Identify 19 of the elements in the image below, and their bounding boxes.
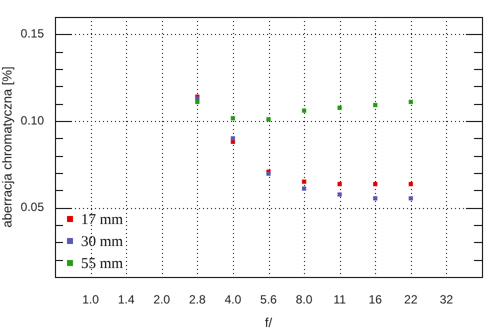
legend-label: 55 mm — [81, 256, 124, 272]
legend-label: 30 mm — [81, 234, 124, 250]
y-tick-label: 0.05 — [20, 200, 44, 214]
x-tick-label: 2.0 — [153, 292, 170, 307]
x-tick-label: 1.4 — [118, 292, 135, 307]
x-tick-label: 22 — [404, 292, 418, 307]
x-tick-label: 1.0 — [82, 292, 100, 307]
y-tick-label: 0.10 — [20, 113, 44, 128]
x-tick-label: 5.6 — [260, 292, 278, 307]
x-tick-label: 4.0 — [224, 292, 242, 307]
legend-label: 17 mm — [81, 212, 124, 228]
x-tick-label: 32 — [440, 292, 454, 307]
x-axis-title: f/ — [264, 314, 272, 330]
x-tick-label: 16 — [368, 292, 382, 307]
x-tick-label: 8.0 — [296, 292, 313, 307]
y-tick-label: 0.15 — [20, 26, 44, 41]
y-axis-title: aberracja chromatyczna [%] — [0, 66, 14, 228]
x-tick-label: 11 — [333, 292, 346, 307]
x-tick-label: 2.8 — [188, 292, 206, 307]
